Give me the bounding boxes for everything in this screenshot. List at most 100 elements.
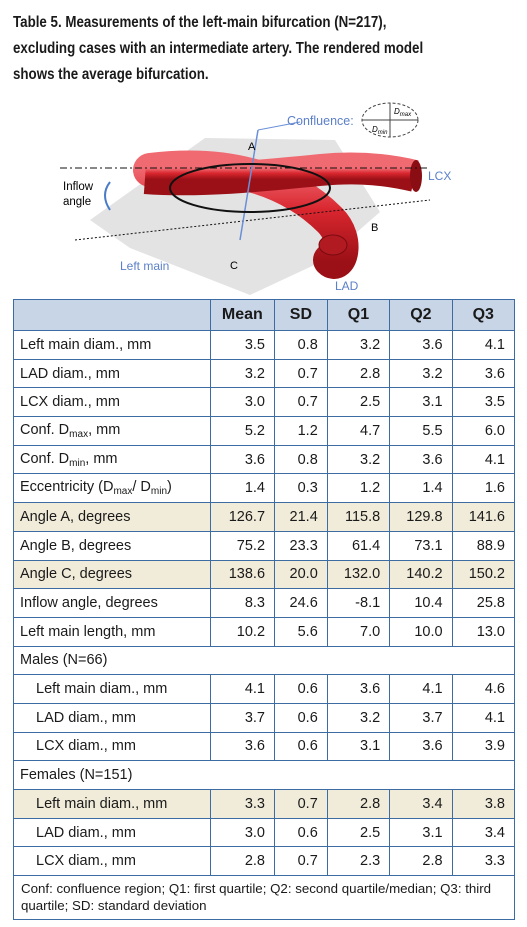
value-cell: 0.6 <box>274 817 328 848</box>
value-cell: 0.8 <box>274 444 328 475</box>
table-row: Females (N=151) <box>13 760 515 790</box>
value-cell: 3.3 <box>451 846 516 877</box>
row-label: Left main length, mm <box>13 616 211 647</box>
table-row: Left main diam., mm 3.5 0.8 3.2 3.6 4.1 <box>13 330 516 360</box>
label-part: max <box>113 486 133 498</box>
label: LAD <box>335 279 359 293</box>
value-cell: 3.2 <box>389 358 453 389</box>
label: angle <box>63 196 91 208</box>
label-part: / D <box>132 479 151 496</box>
label-part: Left main diam., mm <box>20 336 152 353</box>
label: LCX <box>428 169 451 183</box>
label: Left main <box>120 259 169 273</box>
row-label: Angle A, degrees <box>13 502 211 532</box>
header-row: Mean SD Q1 Q2 Q3 <box>13 299 516 331</box>
value-cell: 3.6 <box>389 444 453 475</box>
value-cell: 3.6 <box>326 674 391 704</box>
value-cell: 3.6 <box>451 358 516 389</box>
value-cell: 8.3 <box>209 588 276 618</box>
label: B <box>371 222 378 234</box>
value-cell: 2.3 <box>326 846 391 877</box>
label: Inflow <box>63 181 94 193</box>
row-label: Left main diam., mm <box>13 789 211 819</box>
leader <box>257 121 301 131</box>
section-cell: Females (N=151) <box>13 760 515 790</box>
label-part: LCX diam., mm <box>36 738 136 755</box>
value-cell: 141.6 <box>451 502 516 532</box>
value-cell: 3.7 <box>389 702 453 733</box>
value-cell: 3.4 <box>389 789 453 819</box>
value-cell: 7.0 <box>326 616 391 647</box>
value-cell: 5.6 <box>274 616 328 647</box>
value-cell: 3.5 <box>209 330 276 360</box>
row-label: LAD diam., mm <box>13 702 211 733</box>
label-part: , mm <box>85 450 118 467</box>
table-row: LAD diam., mm 3.7 0.6 3.2 3.7 4.1 <box>13 702 516 733</box>
caption: Table 5. Measurements of the left-main b… <box>13 10 523 88</box>
value-cell: 0.6 <box>274 674 328 704</box>
value-cell: 0.8 <box>274 330 328 360</box>
bifurcation-figure: Confluence: Dmax Dmin A B C LCX LAD Left… <box>60 102 451 295</box>
table-row: Eccentricity (Dmax/ Dmin) 1.4 0.3 1.2 1.4 1.6 <box>13 473 516 504</box>
row-label: LAD diam., mm <box>13 358 211 389</box>
value-cell: 3.0 <box>209 817 276 848</box>
value-cell: 2.5 <box>326 817 391 848</box>
value-cell: 4.1 <box>451 702 516 733</box>
value-cell: 0.7 <box>274 846 328 877</box>
value-cell: 61.4 <box>326 530 391 561</box>
value-cell: 1.4 <box>389 473 453 504</box>
row-label: Eccentricity (Dmax/ Dmin) <box>13 473 211 504</box>
row-label: LCX diam., mm <box>13 731 211 762</box>
label-part: min <box>150 486 168 498</box>
value-cell: 20.0 <box>274 559 328 590</box>
value-cell: 5.2 <box>209 416 276 446</box>
value-cell: 4.1 <box>209 674 276 704</box>
header-cell: SD <box>274 299 328 331</box>
axis-line <box>74 199 431 241</box>
value-cell: 0.3 <box>274 473 328 504</box>
value-cell: 4.1 <box>389 674 453 704</box>
value-cell: 21.4 <box>274 502 328 532</box>
table-row: Conf. Dmin, mm 3.6 0.8 3.2 3.6 4.1 <box>13 444 516 475</box>
table-row: Left main diam., mm 3.3 0.7 2.8 3.4 3.8 <box>13 789 516 819</box>
label-part: Inflow angle, degrees <box>20 595 158 612</box>
table-row: Angle A, degrees 126.7 21.4 115.8 129.8 141.6 <box>13 502 516 532</box>
value-cell: 3.6 <box>389 330 453 360</box>
value-cell: 24.6 <box>274 588 328 618</box>
value-cell: 75.2 <box>209 530 276 561</box>
header-cell <box>13 299 211 331</box>
inflow-arrow <box>104 181 111 211</box>
value-cell: 2.8 <box>326 358 391 389</box>
label-part: Angle C, degrees <box>20 566 133 583</box>
table-row: Inflow angle, degrees 8.3 24.6 -8.1 10.4 25.8 <box>13 588 516 618</box>
value-cell: 1.2 <box>326 473 391 504</box>
value-cell: 0.6 <box>274 702 328 733</box>
value-cell: 3.2 <box>209 358 276 389</box>
row-label: LCX diam., mm <box>13 846 211 877</box>
header-cell: Q2 <box>389 299 453 331</box>
value-cell: 132.0 <box>326 559 391 590</box>
value-cell: 5.5 <box>389 416 453 446</box>
row-label: LAD diam., mm <box>13 817 211 848</box>
label-part: LAD diam., mm <box>36 709 136 726</box>
header-cell: Q3 <box>451 299 516 331</box>
value-cell: 2.8 <box>209 846 276 877</box>
label-part: min <box>69 457 86 469</box>
label: Dmin <box>372 125 388 136</box>
value-cell: 3.9 <box>451 731 516 762</box>
section-cell: Males (N=66) <box>13 645 515 676</box>
value-cell: 3.3 <box>209 789 276 819</box>
value-cell: 4.1 <box>451 444 516 475</box>
label-part: LCX diam., mm <box>20 394 120 411</box>
value-cell: 4.6 <box>451 674 516 704</box>
value-cell: 6.0 <box>451 416 516 446</box>
value-cell: 3.1 <box>326 731 391 762</box>
label-part: Conf. D <box>20 421 70 438</box>
value-cell: 25.8 <box>451 588 516 618</box>
row-label: Angle B, degrees <box>13 530 211 561</box>
value-cell: 3.1 <box>389 817 453 848</box>
label-part: LCX diam., mm <box>36 853 136 870</box>
value-cell: 0.6 <box>274 731 328 762</box>
value-cell: 3.6 <box>389 731 453 762</box>
value-cell: 2.8 <box>389 846 453 877</box>
